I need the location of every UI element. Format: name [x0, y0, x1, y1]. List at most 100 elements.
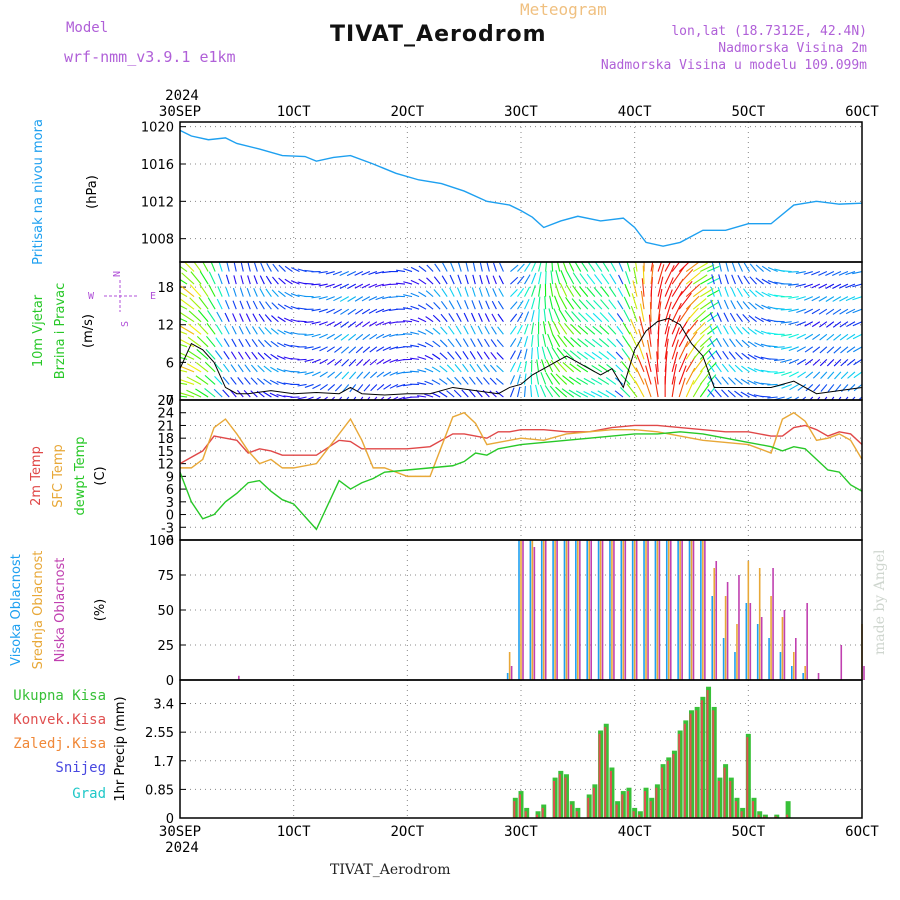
wind-barb — [711, 262, 715, 272]
wind-barb — [490, 364, 497, 373]
wind-barb — [585, 299, 596, 310]
wind-barb — [598, 351, 610, 360]
wind-barb — [180, 343, 188, 348]
wind-barb — [277, 329, 286, 335]
wind-barb — [812, 358, 821, 366]
wind-barb — [559, 295, 568, 310]
y-tick-label: 1016 — [141, 158, 174, 173]
wind-barb — [369, 358, 378, 366]
wind-barb — [561, 388, 575, 398]
precip-bar — [615, 804, 618, 818]
top-time-label: 4OCT — [618, 104, 652, 120]
wind-barb — [635, 367, 645, 385]
wind-barb — [783, 396, 792, 400]
wind-barb — [448, 300, 455, 310]
top-time-label: 6OCT — [845, 104, 879, 120]
wind-barb — [671, 315, 681, 335]
precip-bar — [757, 814, 760, 818]
wind-barb — [737, 262, 743, 272]
wind-barb — [685, 331, 698, 348]
wind-barb — [340, 321, 350, 328]
wind-barb — [356, 384, 364, 392]
wind-barb — [826, 346, 835, 354]
wind-barb — [584, 325, 596, 335]
wind-barb — [563, 348, 575, 360]
wind-barb — [446, 377, 455, 385]
wind-barb — [471, 287, 476, 297]
wind-barb — [728, 376, 736, 385]
wind-barb — [555, 386, 568, 398]
wind-barb — [369, 346, 378, 353]
wind-barb — [644, 378, 652, 398]
wind-barb — [761, 317, 771, 323]
wind-barb — [685, 307, 699, 323]
wind-barb — [706, 386, 716, 398]
wind-barb — [650, 264, 654, 285]
wind-barb — [180, 298, 195, 310]
wind-barb — [671, 266, 685, 285]
precip-bar — [626, 791, 629, 818]
wind-barb — [851, 396, 856, 400]
precip-bar — [644, 791, 647, 818]
wind-barb — [736, 300, 743, 310]
wind-barb — [535, 372, 540, 385]
wind-barb — [355, 333, 364, 341]
wind-barb — [692, 382, 703, 398]
wind-barb — [326, 308, 335, 314]
wind-barb — [456, 287, 462, 297]
wind-barb — [608, 299, 617, 310]
wind-barb — [326, 358, 335, 366]
wind-barb — [833, 333, 842, 341]
wind-barb — [375, 271, 385, 275]
wind-barb — [304, 358, 314, 362]
wind-barb — [538, 309, 540, 322]
wind-barb — [439, 352, 448, 360]
wind-barb — [731, 262, 736, 272]
wind-barb — [557, 321, 568, 335]
wind-barb — [265, 275, 272, 285]
wind-barb — [232, 300, 237, 310]
wind-barb — [186, 389, 202, 398]
wind-barb — [839, 333, 849, 341]
wind-barb — [326, 321, 335, 327]
wind-barb — [290, 306, 300, 310]
wind-barb — [648, 314, 652, 335]
wind-barb — [297, 371, 307, 374]
wind-barb — [410, 279, 420, 285]
wind-barb — [410, 318, 420, 323]
precip-bar — [695, 710, 698, 818]
wind-barb — [333, 296, 342, 302]
wind-barb — [671, 351, 678, 373]
y-tick-label: 100 — [149, 534, 174, 549]
wind-barb — [840, 346, 849, 354]
wind-barb — [233, 262, 237, 272]
wind-barb — [610, 262, 617, 272]
wind-barb — [376, 384, 385, 391]
wind-barb — [571, 311, 582, 323]
wind-barb — [711, 274, 715, 285]
wind-barb — [523, 361, 528, 373]
wind-barb — [761, 304, 771, 310]
precip-bar — [587, 797, 590, 818]
wind-barb — [564, 309, 575, 323]
wind-barb — [284, 291, 293, 298]
wind-barb — [699, 347, 712, 360]
wind-barb — [225, 287, 230, 297]
wind-barb — [251, 326, 258, 335]
wind-barb — [496, 365, 504, 373]
wind-barb — [326, 346, 335, 353]
y-tick-label: 0 — [166, 509, 174, 524]
precip-bar — [638, 814, 641, 818]
precip-bar — [752, 801, 755, 818]
wind-barb — [266, 263, 272, 272]
wind-barb — [549, 282, 554, 297]
wind-barb — [685, 283, 701, 298]
wind-barb — [692, 322, 706, 335]
wind-barb — [827, 371, 835, 380]
wind-barb — [330, 396, 336, 400]
wind-barb — [631, 293, 638, 310]
wind-barb — [805, 371, 814, 379]
wind-barb — [180, 270, 181, 272]
wind-barb — [747, 392, 757, 398]
wind-barb — [198, 296, 209, 310]
